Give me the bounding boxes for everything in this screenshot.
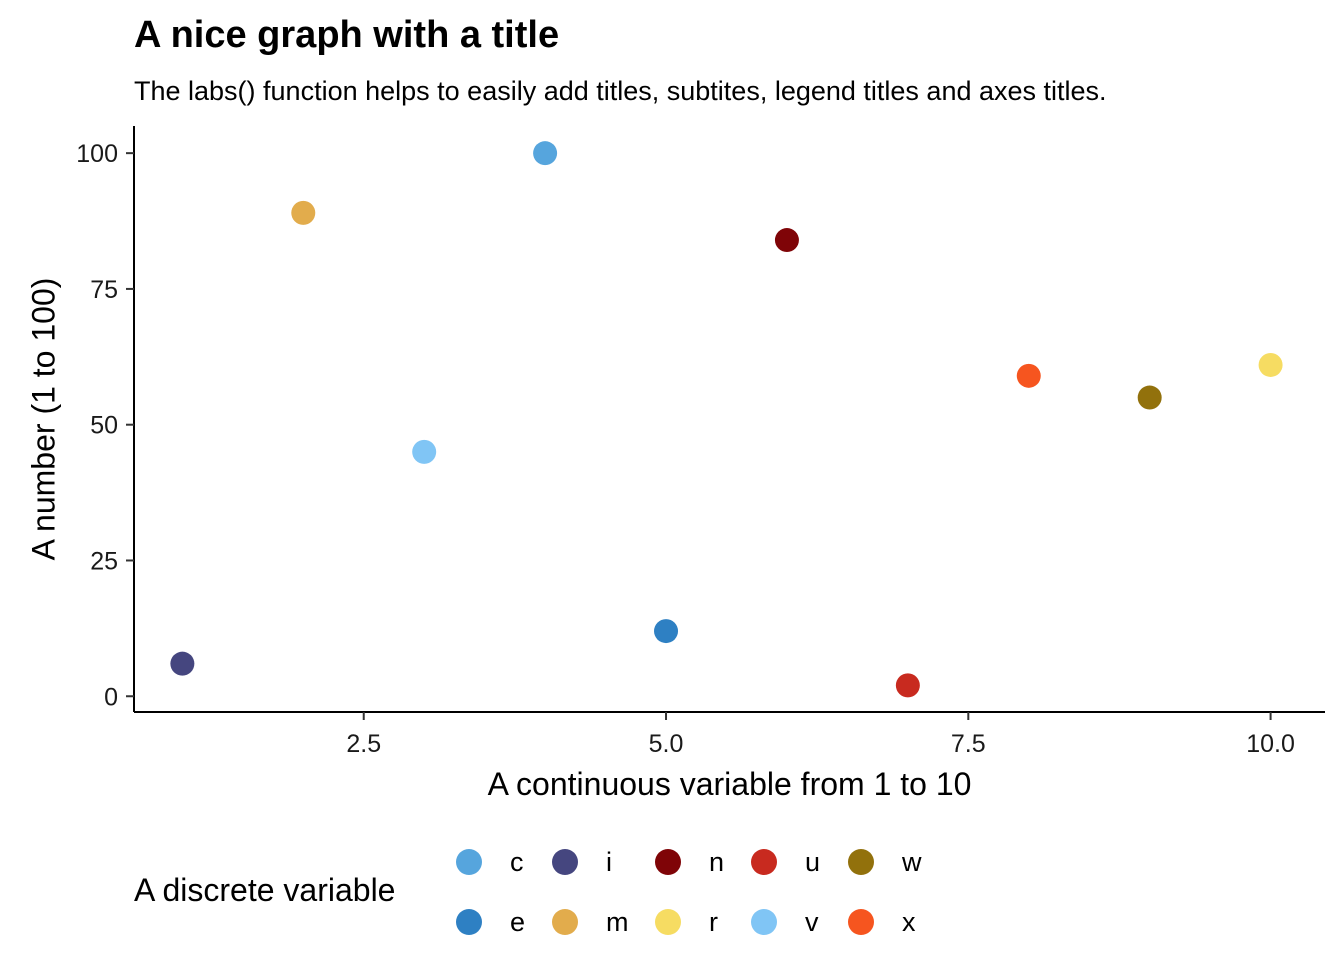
legend-item-c: c: [456, 842, 524, 882]
legend-item-w: w: [848, 842, 922, 882]
legend-key-w: [848, 849, 874, 875]
data-point-e: [654, 619, 679, 644]
legend-key-m: [552, 909, 578, 935]
y-tick-label: 25: [90, 547, 118, 575]
y-tick-label: 0: [104, 683, 118, 711]
legend-label-m: m: [606, 906, 629, 937]
legend-item-r: r: [655, 902, 718, 942]
legend-label-n: n: [709, 846, 725, 877]
data-point-r: [1258, 352, 1283, 377]
x-tick-label: 10.0: [1246, 730, 1295, 758]
chart-subtitle: The labs() function helps to easily add …: [134, 76, 1107, 106]
legend-key-v: [751, 909, 777, 935]
legend-item-e: e: [456, 902, 525, 942]
y-axis-title: A number (1 to 100): [25, 278, 61, 561]
data-point-i: [170, 651, 195, 676]
legend-item-n: n: [655, 842, 724, 882]
data-point-m: [291, 200, 316, 225]
legend-item-u: u: [751, 842, 820, 882]
legend-label-i: i: [606, 846, 612, 877]
legend-label-r: r: [709, 906, 718, 937]
legend-item-i: i: [552, 842, 612, 882]
legend-key-n: [655, 849, 681, 875]
legend-label-x: x: [902, 906, 916, 937]
legend-title: A discrete variable: [134, 872, 396, 908]
x-tick-label: 7.5: [951, 730, 986, 758]
x-axis-title: A continuous variable from 1 to 10: [488, 766, 972, 802]
legend-label-u: u: [805, 846, 821, 877]
data-point-c: [533, 141, 558, 166]
data-point-v: [412, 439, 437, 464]
legend-label-v: v: [805, 906, 819, 937]
legend-label-c: c: [510, 846, 524, 877]
legend-item-m: m: [552, 902, 629, 942]
legend-label-e: e: [510, 906, 526, 937]
axis-ticks: 2.5 5.0 7.5 10.0 0 25 50 75 100: [76, 140, 1295, 758]
legend-key-r: [655, 909, 681, 935]
legend-key-i: [552, 849, 578, 875]
legend-item-x: x: [848, 902, 916, 942]
y-tick-label: 50: [90, 412, 118, 440]
legend-key-e: [456, 909, 482, 935]
y-tick-label: 100: [76, 140, 118, 168]
data-point-u: [895, 673, 920, 698]
x-tick-label: 5.0: [649, 730, 684, 758]
legend-key-c: [456, 849, 482, 875]
legend-item-v: v: [751, 902, 819, 942]
data-point-n: [774, 228, 799, 253]
y-tick-label: 75: [90, 276, 118, 304]
legend-key-x: [848, 909, 874, 935]
x-tick-label: 2.5: [346, 730, 381, 758]
data-point-x: [1016, 363, 1041, 388]
chart-title: A nice graph with a title: [134, 14, 560, 56]
data-point-w: [1137, 385, 1162, 410]
legend-label-w: w: [902, 846, 922, 877]
data-points: [170, 141, 1283, 698]
legend-key-u: [751, 849, 777, 875]
axes: [133, 126, 1325, 713]
